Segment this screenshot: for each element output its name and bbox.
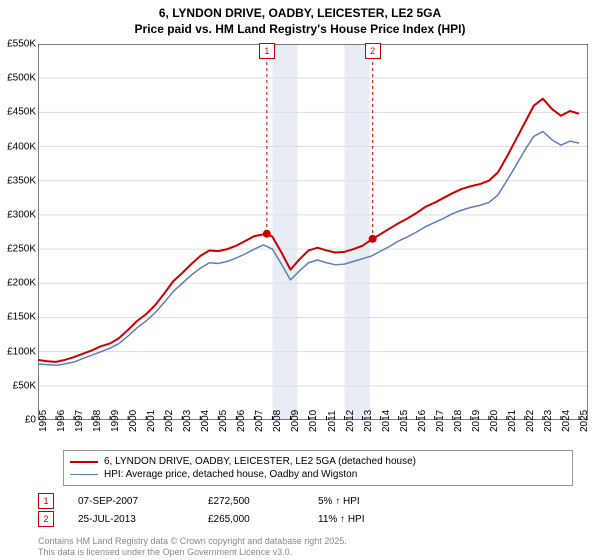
x-tick-label: 2015 xyxy=(399,410,419,432)
sale-price: £272,500 xyxy=(208,496,318,507)
sale-badge: 1 xyxy=(38,493,54,509)
legend-swatch xyxy=(70,461,98,463)
footer-line-1: Contains HM Land Registry data © Crown c… xyxy=(38,536,347,547)
sale-row: 2 25-JUL-2013£265,00011% ↑ HPI xyxy=(38,510,438,528)
x-tick-label: 1995 xyxy=(38,410,58,432)
y-tick-label: £400K xyxy=(0,141,36,152)
chart-title: 6, LYNDON DRIVE, OADBY, LEICESTER, LE2 5… xyxy=(0,0,600,37)
sale-date: 07-SEP-2007 xyxy=(78,496,208,507)
y-tick-label: £300K xyxy=(0,209,36,220)
sale-badge: 2 xyxy=(38,511,54,527)
legend: 6, LYNDON DRIVE, OADBY, LEICESTER, LE2 5… xyxy=(63,450,573,486)
sale-price: £265,000 xyxy=(208,514,318,525)
legend-swatch xyxy=(70,474,98,475)
y-tick-label: £550K xyxy=(0,39,36,50)
title-line-1: 6, LYNDON DRIVE, OADBY, LEICESTER, LE2 5… xyxy=(0,6,600,22)
legend-label: HPI: Average price, detached house, Oadb… xyxy=(104,469,357,480)
sale-marker-badge: 1 xyxy=(259,43,275,59)
x-tick-label: 2016 xyxy=(417,410,437,432)
plot-svg xyxy=(38,44,588,420)
x-tick-label: 2022 xyxy=(525,410,545,432)
chart-container: 6, LYNDON DRIVE, OADBY, LEICESTER, LE2 5… xyxy=(0,0,600,560)
x-tick-label: 2018 xyxy=(453,410,473,432)
sale-pct: 5% ↑ HPI xyxy=(318,496,438,507)
y-tick-label: £250K xyxy=(0,244,36,255)
legend-label: 6, LYNDON DRIVE, OADBY, LEICESTER, LE2 5… xyxy=(104,456,416,467)
chart-area: £0£50K£100K£150K£200K£250K£300K£350K£400… xyxy=(38,44,588,420)
x-tick-label: 2010 xyxy=(308,410,328,432)
footer-attribution: Contains HM Land Registry data © Crown c… xyxy=(38,536,347,558)
x-tick-label: 2025 xyxy=(579,410,599,432)
footer-line-2: This data is licensed under the Open Gov… xyxy=(38,547,347,558)
x-tick-label: 2020 xyxy=(489,410,509,432)
y-tick-label: £150K xyxy=(0,312,36,323)
legend-row: HPI: Average price, detached house, Oadb… xyxy=(70,468,566,481)
x-tick-label: 2017 xyxy=(435,410,455,432)
x-tick-label: 2023 xyxy=(543,410,563,432)
sale-marker-badge: 2 xyxy=(365,43,381,59)
y-tick-label: £450K xyxy=(0,107,36,118)
x-tick-label: 2013 xyxy=(363,410,383,432)
x-tick-label: 2011 xyxy=(327,410,347,432)
title-line-2: Price paid vs. HM Land Registry's House … xyxy=(0,22,600,38)
y-tick-label: £500K xyxy=(0,73,36,84)
sale-pct: 11% ↑ HPI xyxy=(318,514,438,525)
y-tick-label: £50K xyxy=(0,380,36,391)
x-tick-label: 2012 xyxy=(345,410,365,432)
sale-row: 1 07-SEP-2007£272,5005% ↑ HPI xyxy=(38,492,438,510)
sales-table: 1 07-SEP-2007£272,5005% ↑ HPI 2 25-JUL-2013… xyxy=(38,492,438,528)
y-tick-label: £350K xyxy=(0,175,36,186)
y-tick-label: £0 xyxy=(0,415,36,426)
sale-date: 25-JUL-2013 xyxy=(78,514,208,525)
y-tick-label: £200K xyxy=(0,278,36,289)
x-tick-label: 2021 xyxy=(507,410,527,432)
x-tick-label: 2019 xyxy=(471,410,491,432)
legend-row: 6, LYNDON DRIVE, OADBY, LEICESTER, LE2 5… xyxy=(70,455,566,468)
x-tick-label: 2024 xyxy=(561,410,581,432)
x-tick-label: 2014 xyxy=(381,410,401,432)
y-tick-label: £100K xyxy=(0,346,36,357)
